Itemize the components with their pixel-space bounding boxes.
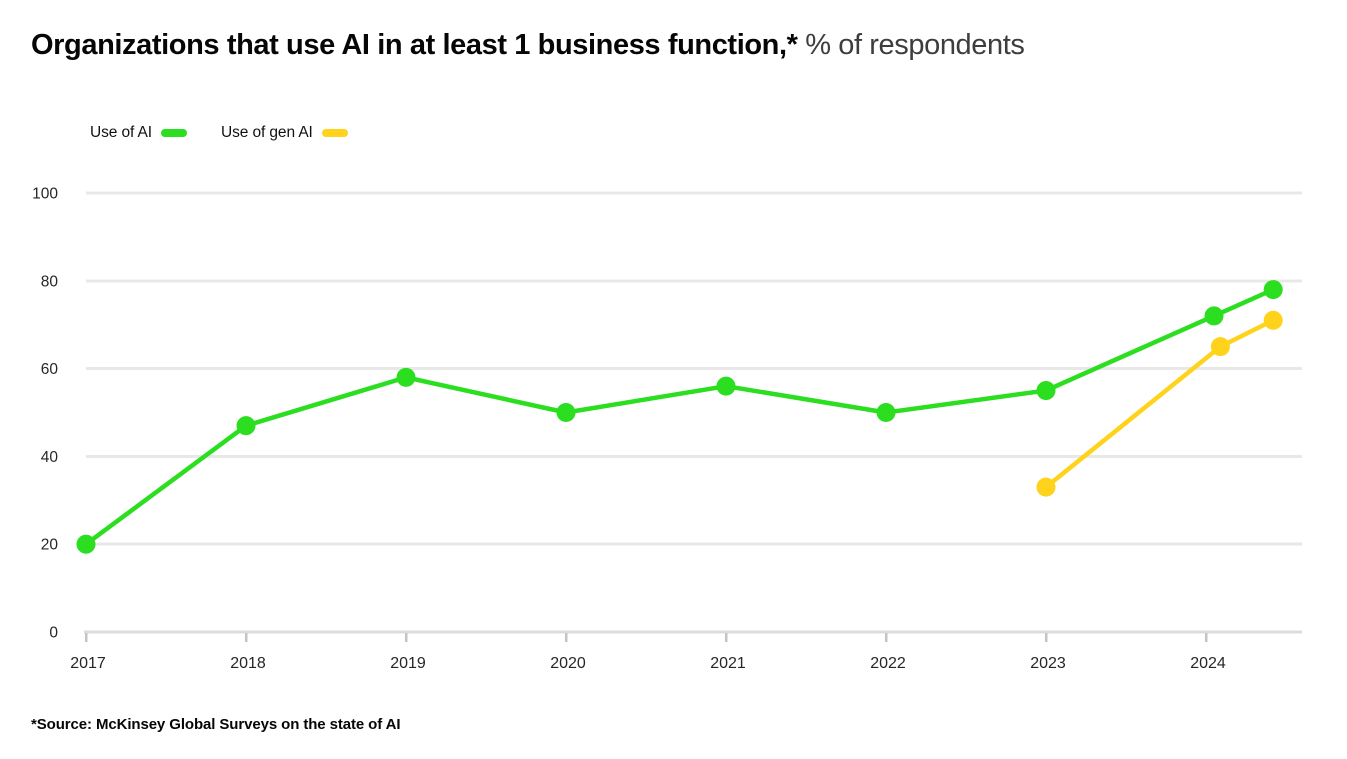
data-point-use-of-ai bbox=[396, 367, 416, 387]
line-chart: 0 20 40 60 80 100 2017 2018 2019 2020 2021 2022 2023… bbox=[32, 186, 1302, 672]
legend-item-use-of-ai: Use of AI bbox=[90, 124, 187, 142]
legend-label-use-of-gen-ai: Use of gen AI bbox=[221, 124, 313, 141]
x-axis-label: 2024 bbox=[1190, 655, 1226, 672]
legend: Use of AI Use of gen AI bbox=[90, 124, 348, 142]
chart-title-units: % of respondents bbox=[797, 29, 1025, 61]
data-point-use-of-ai bbox=[76, 534, 96, 554]
data-point-use-of-ai bbox=[1263, 280, 1283, 300]
y-axis-label: 0 bbox=[49, 625, 58, 642]
y-axis-label: 60 bbox=[41, 361, 59, 378]
x-axis-label: 2020 bbox=[550, 655, 586, 672]
x-axis-label: 2018 bbox=[230, 655, 266, 672]
legend-swatch-use-of-ai bbox=[161, 129, 187, 137]
x-axis-label: 2017 bbox=[70, 655, 106, 672]
y-axis-label: 40 bbox=[41, 449, 59, 466]
x-axis-label: 2021 bbox=[710, 655, 746, 672]
data-point-use-of-ai bbox=[1036, 381, 1056, 401]
chart-title: Organizations that use AI in at least 1 … bbox=[31, 27, 1025, 63]
legend-swatch-use-of-gen-ai bbox=[321, 129, 348, 137]
x-axis-label: 2019 bbox=[390, 655, 426, 672]
chart-title-main: Organizations that use AI in at least 1 … bbox=[31, 29, 798, 61]
data-point-use-of-gen-ai bbox=[1210, 337, 1230, 357]
legend-item-use-of-gen-ai: Use of gen AI bbox=[221, 124, 348, 142]
y-axis-label: 80 bbox=[41, 273, 59, 290]
data-point-use-of-ai bbox=[716, 376, 736, 396]
source-note: *Source: McKinsey Global Surveys on the … bbox=[31, 716, 401, 733]
data-point-use-of-ai bbox=[876, 403, 896, 422]
y-axis-label: 100 bbox=[32, 186, 58, 203]
series-line-use-of-ai bbox=[83, 287, 1276, 547]
x-axis-label: 2023 bbox=[1030, 655, 1066, 672]
y-axis-label: 20 bbox=[41, 537, 59, 554]
series-line-use-of-gen-ai bbox=[1043, 318, 1276, 490]
legend-label-use-of-ai: Use of AI bbox=[90, 124, 152, 141]
data-point-use-of-gen-ai bbox=[1036, 477, 1056, 497]
data-point-use-of-gen-ai bbox=[1263, 310, 1283, 330]
data-point-use-of-ai bbox=[1204, 306, 1224, 326]
data-point-use-of-ai bbox=[556, 403, 576, 422]
data-point-use-of-ai bbox=[236, 416, 256, 436]
x-axis-label: 2022 bbox=[870, 655, 906, 672]
